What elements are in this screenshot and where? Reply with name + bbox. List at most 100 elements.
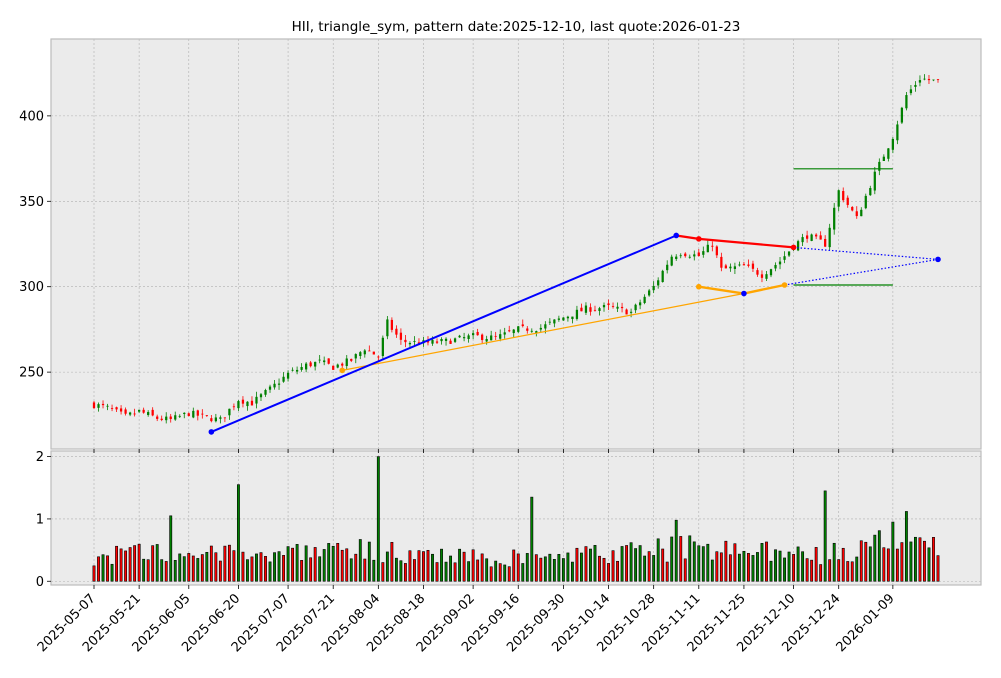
volume-bar <box>602 557 606 582</box>
candle-body <box>738 264 741 266</box>
candle-body <box>625 309 628 315</box>
candle-body <box>589 307 592 312</box>
candle-body <box>494 335 497 337</box>
volume-bar <box>399 560 403 582</box>
candle-body <box>598 308 601 311</box>
volume-panel-frame <box>50 450 982 586</box>
candle-body <box>192 410 195 418</box>
candle-body <box>345 358 348 367</box>
price-tick-label: 400 <box>19 109 44 124</box>
candle-body <box>760 274 764 278</box>
volume-bar <box>742 550 746 582</box>
volume-bar <box>458 548 462 582</box>
candle-body <box>796 241 800 251</box>
candle-body <box>246 401 249 407</box>
volume-bar <box>277 551 281 582</box>
volume-bar <box>837 559 841 582</box>
candle-body <box>508 330 511 332</box>
volume-bar <box>665 561 669 582</box>
volume-bar <box>169 515 173 582</box>
volume-bar <box>787 551 791 582</box>
volume-bar <box>282 555 285 582</box>
volume-tick-label: 0 <box>36 575 44 590</box>
volume-bar <box>900 542 904 582</box>
volume-bar <box>403 563 407 582</box>
candle-body <box>652 285 655 291</box>
apex-marker <box>935 256 941 263</box>
volume-bar <box>561 558 565 582</box>
volume-bar <box>751 555 755 582</box>
volume-bar <box>548 553 552 582</box>
candle-body <box>219 417 222 419</box>
volume-bar <box>701 546 705 582</box>
volume-bar <box>737 553 741 582</box>
candle-body <box>634 304 637 311</box>
candle-body <box>119 408 123 412</box>
candle-body <box>548 321 551 323</box>
candle-body <box>250 400 254 406</box>
volume-bar <box>178 553 182 582</box>
volume-bar <box>236 484 240 582</box>
candle-body <box>855 211 858 217</box>
volume-bar <box>557 554 561 582</box>
volume-bar <box>580 552 583 582</box>
candle-body <box>684 253 687 257</box>
candle-body <box>124 409 127 414</box>
volume-bar <box>354 553 358 582</box>
volume-bar <box>453 562 457 582</box>
volume-bar <box>918 537 922 582</box>
volume-bar <box>534 554 538 582</box>
volume-tick-label: 1 <box>36 512 44 527</box>
candle-body <box>778 261 782 265</box>
volume-bar <box>873 534 877 582</box>
candle-body <box>444 338 448 341</box>
volume-bar <box>710 559 714 582</box>
candle-body <box>882 156 885 161</box>
candle-body <box>431 339 434 344</box>
candle-body <box>106 405 109 407</box>
candle-body <box>499 334 502 339</box>
candle-body <box>932 79 935 81</box>
candle-body <box>553 319 556 324</box>
candle-body <box>706 244 709 253</box>
candle-body <box>471 333 475 336</box>
candle-body <box>936 79 940 81</box>
volume-bar <box>539 557 543 582</box>
volume-bar <box>390 541 394 582</box>
candle-body <box>643 296 646 303</box>
volume-bar <box>611 550 615 582</box>
volume-bar <box>413 559 416 582</box>
candle-body <box>476 331 479 336</box>
candle-body <box>787 251 791 256</box>
candle-body <box>815 234 818 237</box>
volume-bar <box>629 542 633 582</box>
volume-bar <box>850 561 854 582</box>
volume-bar <box>417 550 421 582</box>
volume-bar <box>778 550 782 582</box>
volume-bar <box>255 553 258 582</box>
volume-bar <box>485 558 489 582</box>
candle-body <box>869 188 872 196</box>
volume-bar <box>643 555 647 582</box>
volume-bar <box>891 521 895 582</box>
volume-bar <box>241 551 245 582</box>
volume-bar <box>647 551 651 582</box>
volume-bar <box>376 456 380 582</box>
price-tick-label: 300 <box>19 280 44 295</box>
volume-bar <box>137 543 141 582</box>
candle-body <box>332 365 335 370</box>
candle-body <box>413 340 416 342</box>
candle-body <box>156 416 159 419</box>
candle-body <box>616 306 619 309</box>
volume-bar <box>151 545 155 582</box>
candle-body <box>805 235 809 239</box>
candle-body <box>638 302 642 306</box>
volume-bar <box>309 557 313 582</box>
candle-body <box>602 305 606 308</box>
candle-body <box>535 331 538 334</box>
candle-body <box>607 303 610 306</box>
candle-body <box>467 335 470 339</box>
volume-bar <box>769 560 773 582</box>
pivot-marker <box>695 283 702 290</box>
